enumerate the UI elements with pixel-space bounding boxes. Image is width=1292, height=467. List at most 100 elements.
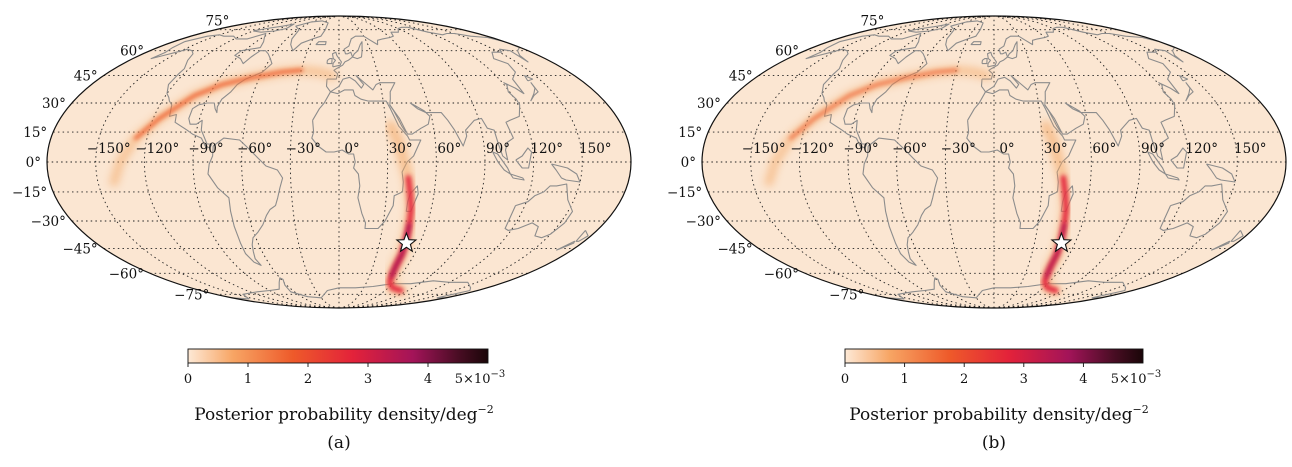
meridian-line xyxy=(95,16,340,308)
coastline xyxy=(504,183,574,239)
longitude-label: −150° xyxy=(87,141,131,157)
coastline xyxy=(1170,147,1188,169)
coastline xyxy=(551,163,581,183)
coastlines-a xyxy=(150,20,589,300)
longitude-label: −90° xyxy=(843,141,878,157)
colorbar-ticks-a: 0 1 2 3 4 xyxy=(184,363,432,387)
meridian-line xyxy=(338,16,583,308)
coastline xyxy=(150,32,273,149)
map-border-b xyxy=(701,15,1287,309)
coastline xyxy=(509,173,525,181)
coastline xyxy=(231,277,472,300)
colorbar-tick-label: 0 xyxy=(184,372,192,387)
coastline xyxy=(315,41,327,46)
coastline xyxy=(325,26,529,161)
posterior-density-a xyxy=(109,65,417,296)
latitude-label: −15° xyxy=(12,185,47,201)
longitude-label: 60° xyxy=(1092,141,1116,157)
true-location-star-icon-a xyxy=(395,231,418,253)
coastline xyxy=(1185,82,1194,102)
longitude-label: 90° xyxy=(1141,141,1165,157)
coastlines-b xyxy=(805,20,1244,300)
longitude-label: −30° xyxy=(286,141,321,157)
colorbar-title-b: Posterior probability density/deg−2 xyxy=(849,403,1148,425)
true-location-star-icon-b xyxy=(1050,231,1073,253)
colorbar-gradient-b xyxy=(844,348,1144,364)
colorbar-max-label-a: 5×10−3 xyxy=(455,369,505,387)
longitude-labels-b: −150° −120° −90° −60° −30° 0° 30° 60° 90° 120° 150… xyxy=(742,141,1267,157)
coastline xyxy=(515,147,533,169)
coastline xyxy=(253,23,295,33)
coastline xyxy=(986,51,997,68)
latitude-label: −45° xyxy=(62,241,97,257)
coastline xyxy=(1044,104,1062,133)
colorbar-tick-label: 4 xyxy=(424,372,432,387)
coastline xyxy=(966,89,1077,230)
latitude-label: 0° xyxy=(26,155,41,171)
coastline xyxy=(908,23,950,33)
coastline xyxy=(1164,173,1180,181)
longitude-label: −60° xyxy=(892,141,927,157)
colorbar-tick-label: 0 xyxy=(841,372,849,387)
coastline xyxy=(326,58,333,65)
latitude-label: −30° xyxy=(686,214,721,230)
panel-label-a: (a) xyxy=(327,433,350,453)
longitude-label: 0° xyxy=(344,141,359,157)
coastline xyxy=(1206,163,1236,183)
star-icon xyxy=(395,231,418,253)
colorbar-tick-label: 1 xyxy=(900,372,908,387)
longitude-label: 90° xyxy=(486,141,510,157)
meridian-line xyxy=(241,16,340,308)
coastline xyxy=(331,51,342,68)
meridian-line xyxy=(993,16,1190,308)
panel-label-b: (b) xyxy=(982,433,1006,453)
coastline xyxy=(945,20,984,52)
longitude-label: 0° xyxy=(999,141,1014,157)
posterior-density-b xyxy=(764,65,1072,296)
latitude-label: 0° xyxy=(681,155,696,171)
coastline xyxy=(311,89,422,230)
longitude-label: −120° xyxy=(135,141,179,157)
colorbar-tick-label: 3 xyxy=(364,372,372,387)
longitude-label: −90° xyxy=(188,141,223,157)
coastline xyxy=(1210,240,1231,251)
meridian-line xyxy=(993,16,1092,308)
coastline xyxy=(1007,41,1018,60)
longitude-label: −150° xyxy=(742,141,786,157)
latitude-label: 60° xyxy=(775,44,799,60)
coastline xyxy=(207,137,284,266)
longitude-label: −60° xyxy=(237,141,272,157)
coastline xyxy=(886,277,1127,300)
colorbar-tick-label: 2 xyxy=(304,372,312,387)
colorbar-gradient-a xyxy=(187,348,489,364)
meridian-line xyxy=(143,16,340,308)
coastline xyxy=(970,41,982,46)
latitude-labels-a: 75° 60° 45° 30° 15° 0° −15° −30° −45° −60° −75° xyxy=(12,14,229,304)
coastline xyxy=(524,75,534,82)
coastline xyxy=(1230,230,1244,242)
colorbar-max-label-b: 5×10−3 xyxy=(1111,369,1161,387)
latitude-label: 15° xyxy=(23,125,47,141)
longitude-label: −30° xyxy=(941,141,976,157)
colorbar-a: 0 1 2 3 4 5×10−3 Posterior probability densi… xyxy=(184,348,505,425)
coastline xyxy=(352,41,363,60)
coastline xyxy=(981,58,988,65)
longitude-labels-a: −150° −120° −90° −60° −30° 0° 30° 60° 90° 120° 150… xyxy=(87,141,612,157)
latitude-label: −60° xyxy=(764,266,799,282)
colorbar-ticks-b: 0 1 2 3 4 xyxy=(841,363,1088,387)
latitude-label: −75° xyxy=(829,287,864,303)
colorbar-title-a: Posterior probability density/deg−2 xyxy=(194,403,493,425)
latitude-labels-b: 75° 60° 45° 30° 15° 0° −15° −30° −45° −60° −75° xyxy=(667,14,884,304)
coastline xyxy=(1159,183,1229,239)
coastline xyxy=(1179,75,1189,82)
meridian-line xyxy=(896,16,995,308)
density-arc-north xyxy=(788,68,959,141)
longitude-label: 150° xyxy=(1234,141,1267,157)
latitude-label: −60° xyxy=(109,266,144,282)
latitude-label: 75° xyxy=(860,14,884,30)
coastline xyxy=(980,26,1184,161)
map-panel-a: −150° −120° −90° −60° −30° 0° 30° 60° 90° 120° 150… xyxy=(12,14,632,453)
latitude-label: 45° xyxy=(74,69,98,85)
latitude-label: 60° xyxy=(120,44,144,60)
